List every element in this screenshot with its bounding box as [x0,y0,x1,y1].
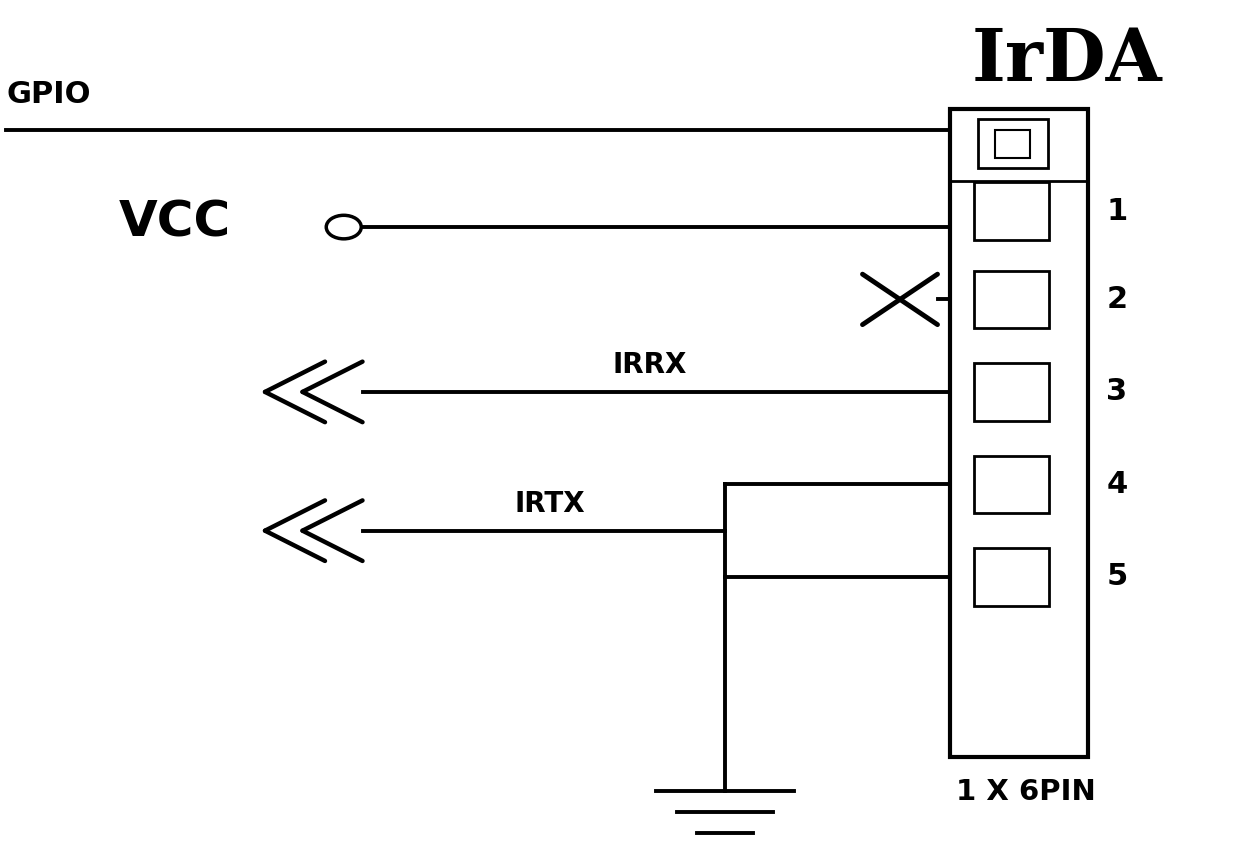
Bar [974,456,1049,513]
Text: 4: 4 [1106,470,1128,499]
Text: 3: 3 [1106,378,1128,406]
Bar [950,109,1088,757]
Text: IRTX: IRTX [515,490,585,518]
Text: IRRX: IRRX [612,352,688,379]
Circle shape [326,215,361,239]
Text: 1: 1 [1106,197,1128,225]
Text: IrDA: IrDA [971,25,1162,96]
Text: VCC: VCC [119,198,231,247]
Text: 5: 5 [1106,563,1128,591]
Text: 1 X 6PIN: 1 X 6PIN [956,778,1096,806]
Text: 2: 2 [1106,285,1128,314]
Bar [974,548,1049,606]
Bar [974,271,1049,328]
Bar [974,363,1049,420]
Bar [978,119,1048,168]
Bar [995,130,1030,158]
Text: GPIO: GPIO [6,81,91,109]
Bar [974,182,1049,240]
